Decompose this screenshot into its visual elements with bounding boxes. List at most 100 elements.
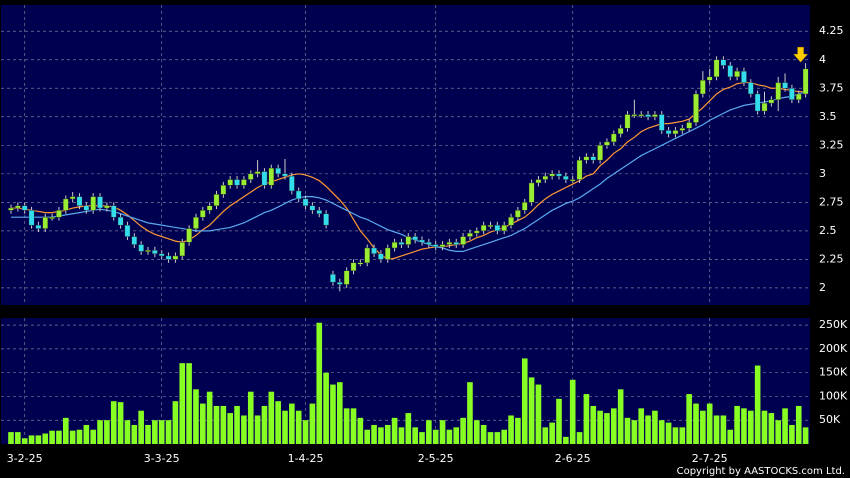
volume-bar: [282, 410, 288, 444]
candle-body: [172, 255, 179, 260]
volume-bar: [775, 420, 781, 444]
volume-bar: [727, 429, 734, 444]
arrow-marker: [793, 46, 809, 63]
volume-bar: [624, 417, 631, 444]
candle-body: [611, 133, 617, 143]
volume-bar: [453, 427, 460, 444]
volume-bar: [439, 420, 446, 444]
candle-body: [795, 93, 802, 100]
y-tick-label: 3.5: [819, 110, 837, 123]
candle-body: [439, 244, 446, 248]
y2-tick-label: 150K: [819, 366, 848, 379]
volume-bar: [371, 424, 377, 444]
volume-bar: [446, 429, 453, 444]
candle-body: [590, 156, 597, 161]
y-tick-label: 2.25: [819, 252, 844, 265]
candle-body: [247, 173, 254, 180]
candle-body: [802, 68, 809, 95]
volume-bar: [302, 420, 309, 444]
candle-body: [604, 141, 610, 146]
volume-bar: [131, 424, 138, 444]
volume-bar: [247, 391, 254, 444]
x-tick-label: 2-6-25: [555, 452, 591, 465]
volume-bar: [35, 435, 42, 444]
volume-bar: [49, 430, 55, 444]
volume-bar: [145, 424, 151, 444]
candle-body: [741, 70, 747, 83]
candle-body: [638, 114, 644, 117]
y2-tick-label: 250K: [819, 318, 848, 331]
volume-bar: [576, 432, 583, 444]
volume-bar: [672, 427, 679, 444]
y2-tick-label: 100K: [819, 389, 848, 402]
y-tick-label: 4.25: [819, 24, 844, 37]
candle-body: [748, 82, 754, 95]
candle-body: [501, 224, 508, 232]
volume-bar: [419, 432, 425, 444]
volume-bar: [583, 394, 590, 444]
candle-body: [583, 156, 590, 161]
volume-bar: [754, 365, 761, 444]
candle-body: [768, 99, 775, 104]
volume-bar: [186, 363, 192, 444]
candle-body: [734, 70, 740, 78]
candle-body: [268, 167, 275, 186]
candle-body: [645, 114, 651, 117]
candle-body: [658, 114, 665, 131]
volume-bar: [206, 391, 213, 444]
candle-body: [206, 205, 213, 211]
candle-body: [241, 179, 247, 186]
candle-body: [761, 102, 768, 112]
candle-body: [337, 281, 343, 285]
candle-body: [330, 274, 336, 283]
volume-bar: [706, 403, 713, 444]
volume-bar: [631, 420, 638, 444]
volume-bar: [309, 403, 316, 444]
volume-bar: [405, 413, 412, 444]
candle-body: [693, 93, 699, 123]
candle-body: [576, 159, 583, 180]
candle-body: [419, 239, 425, 243]
volume-bar: [337, 382, 343, 444]
candle-body: [652, 114, 658, 117]
candle-body: [21, 205, 28, 211]
candle-body: [494, 224, 501, 232]
volume-bar: [289, 403, 295, 444]
candle-body: [117, 216, 124, 226]
candle-body: [371, 247, 377, 254]
volume-bar: [494, 432, 501, 444]
volume-bar: [604, 413, 610, 444]
candle-body: [110, 205, 117, 218]
volume-bar: [158, 420, 165, 444]
volume-bar: [90, 429, 96, 444]
volume-bar: [179, 363, 186, 444]
price-panel: [1, 5, 810, 305]
candle-body: [542, 175, 549, 180]
candle-body: [227, 179, 234, 186]
volume-bar: [569, 379, 576, 444]
x-tick-label: 2-7-25: [692, 452, 728, 465]
candle-body: [706, 76, 713, 81]
volume-bar: [83, 424, 90, 444]
volume-bar: [384, 424, 391, 444]
volume-bar: [213, 405, 220, 444]
plot-layer: 3-2-25 3-3-25 1-4-25 2-5-25 2-6-25 2-7-25 2 2.2…: [1, 5, 848, 465]
y2-tick-label: 50K: [819, 413, 841, 426]
volume-bar: [138, 410, 144, 444]
volume-bar: [378, 427, 384, 444]
volume-bar: [665, 422, 672, 444]
candle-body: [158, 253, 165, 257]
candle-body: [391, 242, 398, 249]
candle-body: [124, 224, 131, 237]
volume-bar: [295, 410, 302, 444]
candle-body: [90, 196, 96, 211]
volume-bar: [15, 432, 21, 444]
volume-bar: [21, 438, 28, 444]
candle-body: [323, 213, 329, 226]
volume-bar: [104, 420, 110, 444]
candle-body: [193, 216, 199, 229]
candle-body: [569, 179, 576, 182]
volume-bar: [254, 415, 261, 444]
candle-body: [220, 185, 227, 195]
